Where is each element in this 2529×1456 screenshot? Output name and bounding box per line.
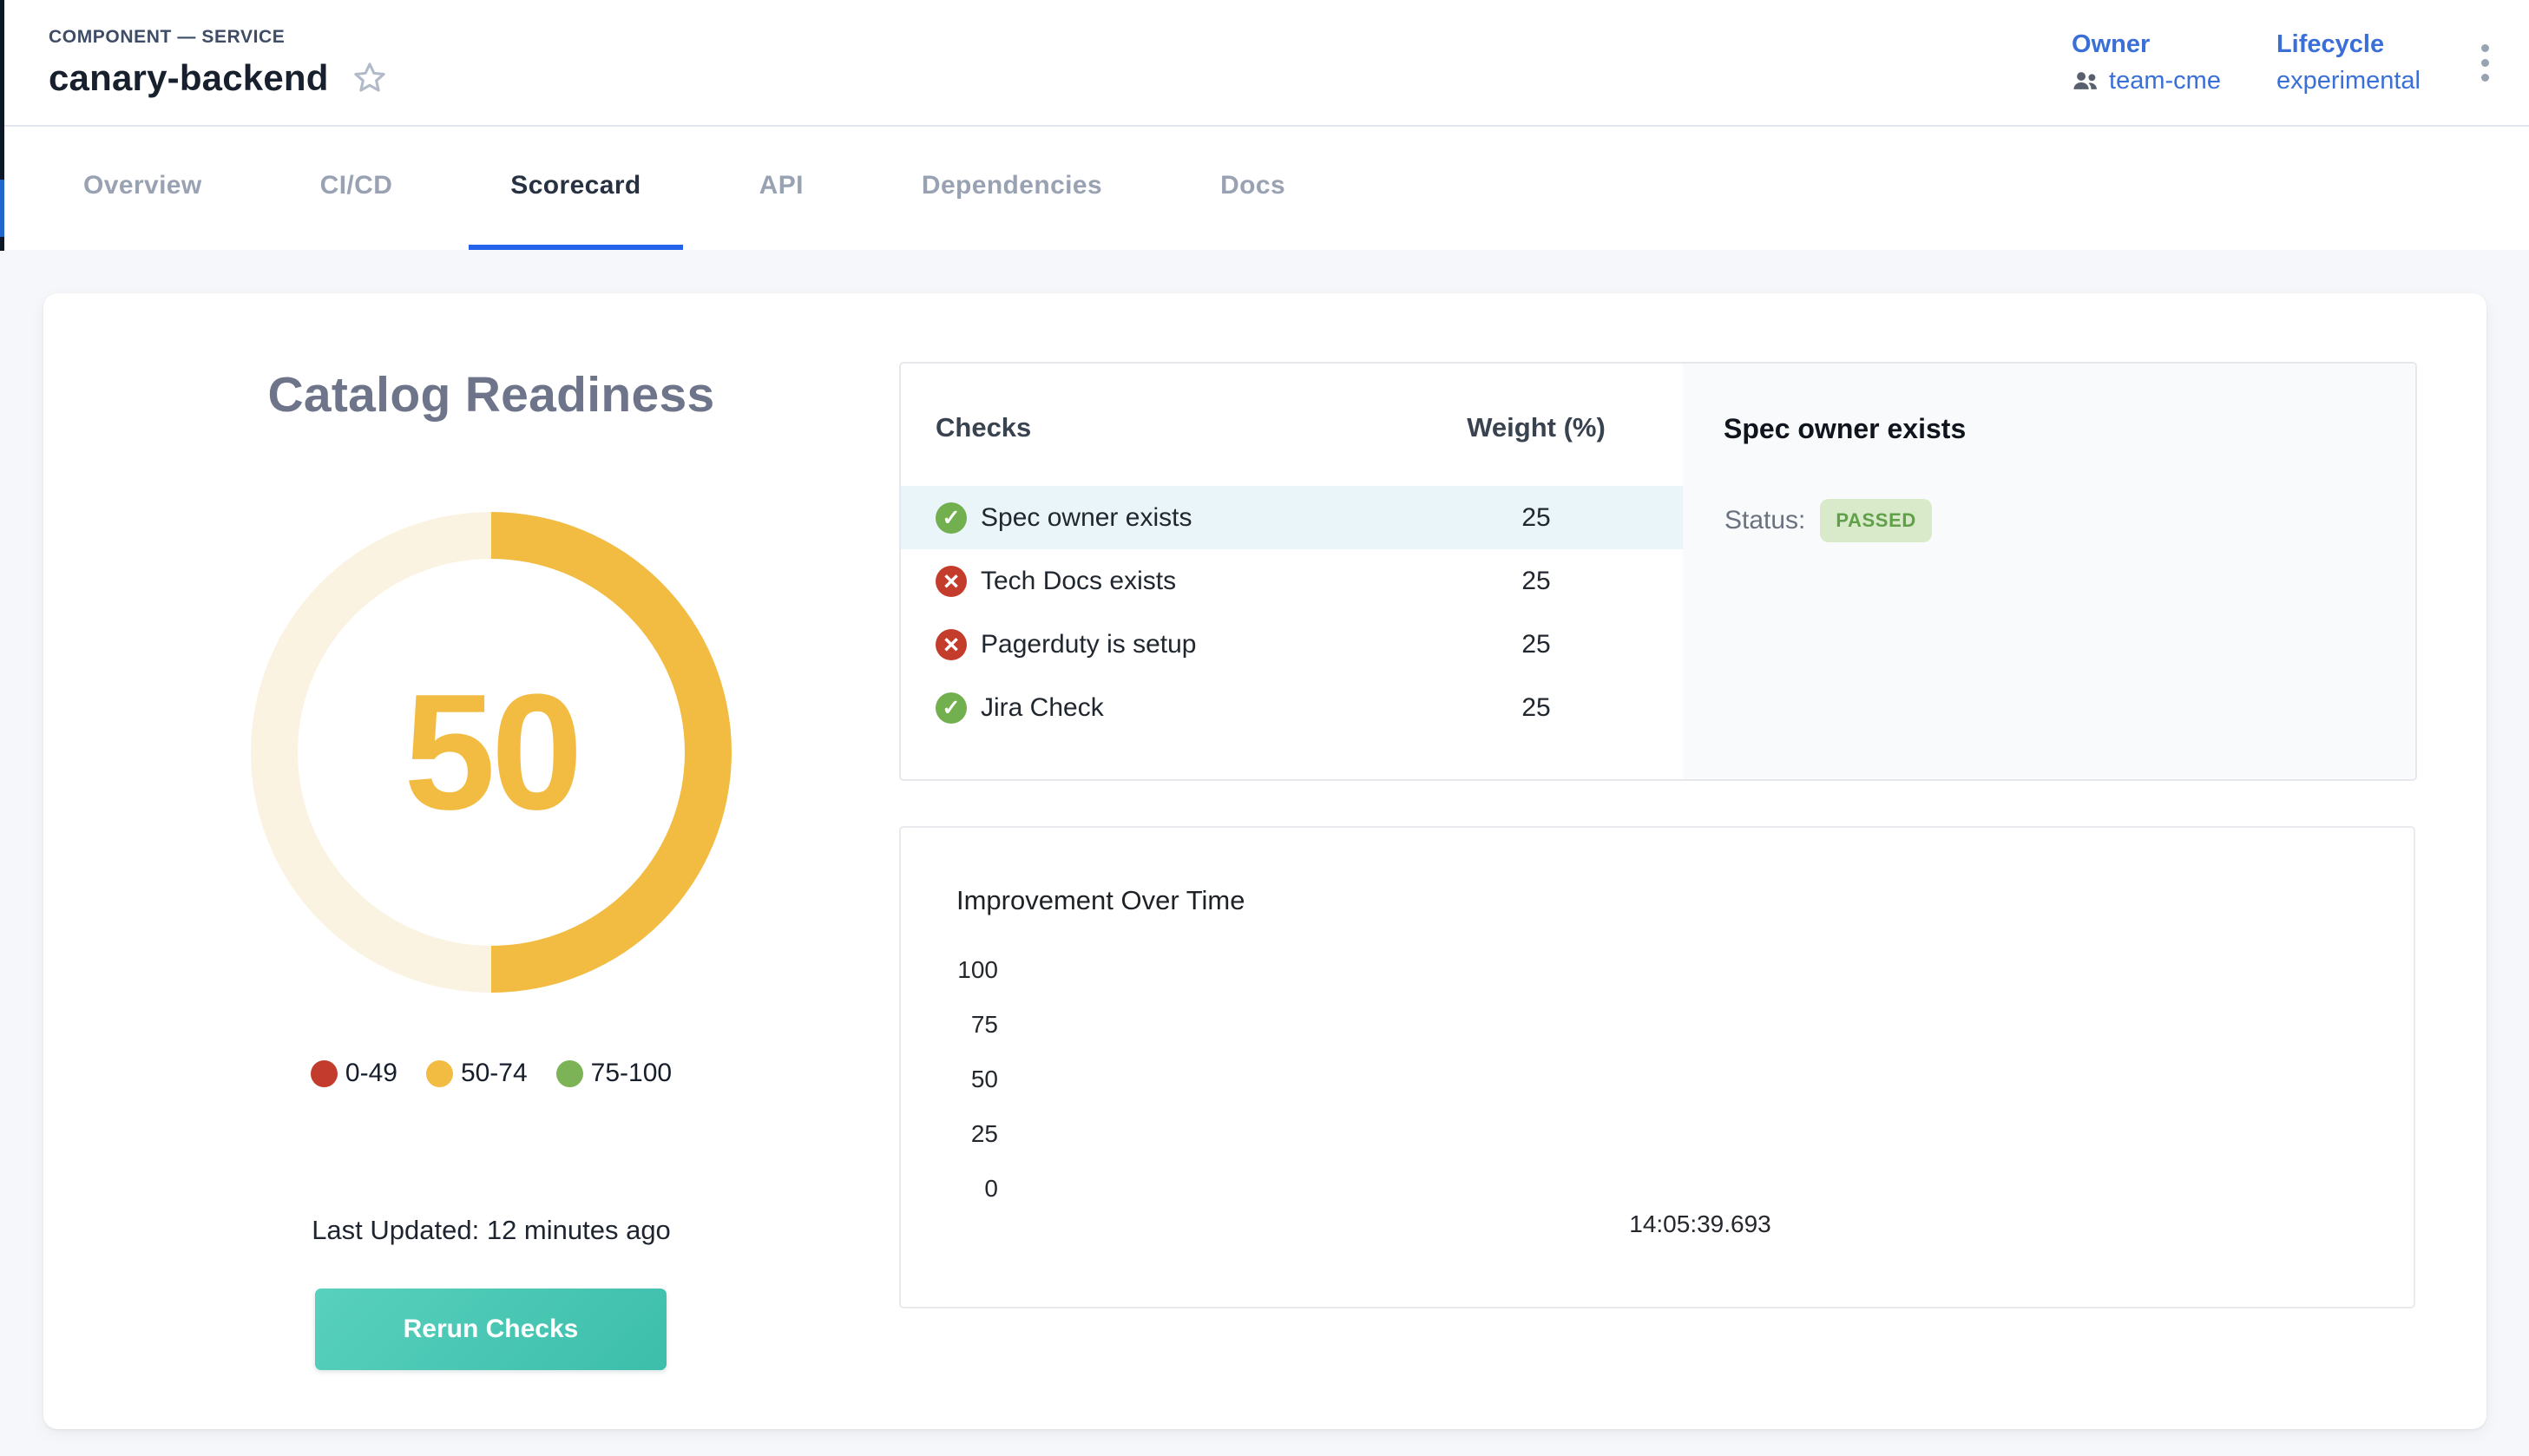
owner-label: Owner — [2072, 30, 2151, 58]
check-name: Pagerduty is setup — [981, 629, 1197, 659]
tab-cicd[interactable]: CI/CD — [319, 171, 393, 200]
tab-overview[interactable]: Overview — [83, 171, 202, 200]
check-name: Spec owner exists — [981, 502, 1192, 532]
check-weight: 25 — [1521, 629, 1551, 659]
rerun-checks-button[interactable]: Rerun Checks — [315, 1289, 667, 1370]
tab-docs[interactable]: Docs — [1220, 171, 1286, 200]
check-detail-panel: Spec owner exists Status: PASSED — [1683, 364, 2415, 779]
users-icon — [2072, 69, 2099, 92]
check-weight: 25 — [1521, 566, 1551, 595]
status-label: Status: — [1724, 506, 1806, 535]
lifecycle-label: Lifecycle — [2276, 30, 2385, 58]
legend-item-low: 0-49 — [310, 1059, 397, 1088]
checks-panel: Checks Weight (%) ✓ Spec owner exists 25… — [899, 362, 2417, 781]
check-row-pagerduty-is-setup[interactable]: × Pagerduty is setup 25 — [901, 613, 1683, 676]
check-row-jira-check[interactable]: ✓ Jira Check 25 — [901, 676, 1683, 739]
legend-label: 75-100 — [590, 1059, 673, 1087]
check-passed-icon: ✓ — [936, 502, 967, 534]
legend-item-mid: 50-74 — [425, 1059, 528, 1088]
entity-tabs: Overview CI/CD Scorecard API Dependencie… — [0, 127, 2529, 250]
lifecycle-value: experimental — [2276, 66, 2421, 95]
y-axis-tick: 0 — [984, 1175, 998, 1202]
y-axis-tick: 50 — [970, 1066, 998, 1092]
check-name: Jira Check — [981, 692, 1104, 722]
chart-title: Improvement Over Time — [956, 885, 1245, 915]
y-axis-tick: 25 — [970, 1120, 998, 1147]
status-badge: PASSED — [1820, 499, 1932, 542]
kebab-menu-icon[interactable] — [2476, 36, 2494, 90]
owner-value: team-cme — [2109, 66, 2221, 95]
check-row-tech-docs-exists[interactable]: × Tech Docs exists 25 — [901, 549, 1683, 613]
owner-link[interactable]: team-cme — [2072, 67, 2221, 95]
last-updated-text: Last Updated: 12 minutes ago — [312, 1215, 671, 1245]
check-weight: 25 — [1521, 692, 1551, 722]
tab-scorecard[interactable]: Scorecard — [469, 127, 683, 250]
checks-table: Checks Weight (%) ✓ Spec owner exists 25… — [901, 364, 1683, 779]
check-weight: 25 — [1521, 502, 1551, 532]
star-icon — [351, 59, 389, 97]
column-header-weight: Weight (%) — [1467, 412, 1606, 443]
check-failed-icon: × — [936, 628, 967, 660]
legend-label: 0-49 — [345, 1059, 397, 1087]
y-axis-tick: 100 — [957, 956, 998, 983]
breadcrumb: COMPONENT — SERVICE — [49, 26, 286, 47]
score-legend: 0-49 50-74 75-100 — [43, 1059, 939, 1088]
readiness-score: 50 — [404, 660, 582, 844]
owner-block: Owner team-cme — [2072, 30, 2221, 95]
check-failed-icon: × — [936, 565, 967, 597]
entity-heading: COMPONENT — SERVICE canary-backend — [49, 27, 390, 99]
tab-api[interactable]: API — [759, 171, 804, 200]
lifecycle-block: Lifecycle experimental — [2276, 30, 2421, 95]
legend-item-high: 75-100 — [555, 1059, 673, 1088]
scorecard-title: Catalog Readiness — [267, 367, 715, 423]
content-area: Catalog Readiness 50 0-49 50-74 75-100 L… — [0, 250, 2529, 1456]
readiness-gauge-hole: 50 — [298, 559, 685, 946]
scorecard-card: Catalog Readiness 50 0-49 50-74 75-100 L… — [43, 293, 2486, 1429]
check-detail-title: Spec owner exists — [1724, 413, 1967, 444]
x-axis-tick: 14:05:39.693 — [1629, 1210, 1771, 1237]
page-title: canary-backend — [49, 56, 329, 98]
readiness-gauge: 50 — [251, 512, 732, 993]
page-header: COMPONENT — SERVICE canary-backend Owner — [0, 0, 2529, 127]
left-rail-active-indicator — [0, 180, 4, 237]
legend-dot-green-icon — [555, 1059, 583, 1087]
improvement-chart: Improvement Over Time 100 75 50 25 0 14:… — [899, 826, 2415, 1308]
left-rail — [0, 0, 4, 251]
check-name: Tech Docs exists — [981, 566, 1177, 595]
entity-meta: Owner team-cme Lifecycle experimental — [2072, 30, 2494, 95]
check-row-spec-owner-exists[interactable]: ✓ Spec owner exists 25 — [901, 486, 1683, 549]
favorite-star-button[interactable] — [350, 58, 390, 98]
legend-label: 50-74 — [460, 1059, 528, 1087]
check-status-row: Status: PASSED — [1724, 499, 1932, 542]
check-passed-icon: ✓ — [936, 692, 967, 724]
legend-dot-red-icon — [310, 1059, 338, 1087]
column-header-checks: Checks — [936, 412, 1032, 443]
tab-dependencies[interactable]: Dependencies — [921, 171, 1103, 200]
y-axis-tick: 75 — [970, 1011, 998, 1038]
legend-dot-yellow-icon — [425, 1059, 453, 1087]
